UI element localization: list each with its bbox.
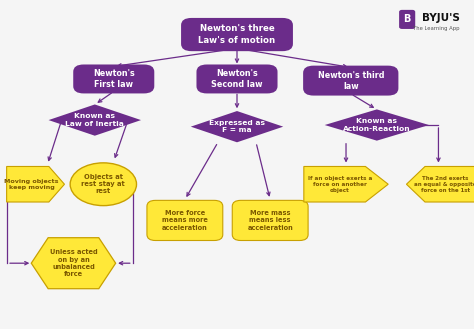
Text: BYJU'S: BYJU'S (422, 13, 460, 23)
Text: Newton's three
Law's of motion: Newton's three Law's of motion (199, 24, 275, 45)
Text: Newton's
First law: Newton's First law (93, 69, 135, 89)
Text: The 2nd exerts
an equal & opposite
force on the 1st: The 2nd exerts an equal & opposite force… (414, 176, 474, 192)
Polygon shape (325, 109, 429, 141)
Polygon shape (48, 105, 141, 136)
Text: Unless acted
on by an
unbalanced
force: Unless acted on by an unbalanced force (50, 249, 97, 277)
FancyBboxPatch shape (232, 200, 308, 240)
FancyBboxPatch shape (147, 200, 223, 240)
Text: The Learning App: The Learning App (413, 26, 460, 31)
Text: Newton's
Second law: Newton's Second law (211, 69, 263, 89)
Text: B: B (403, 14, 411, 24)
Text: Known as
Law of Inertia: Known as Law of Inertia (65, 113, 124, 127)
Text: Expressed as
F = ma: Expressed as F = ma (209, 120, 265, 134)
Polygon shape (407, 166, 474, 202)
Text: Moving objects
keep moving: Moving objects keep moving (4, 179, 59, 190)
Text: More mass
means less
acceleration: More mass means less acceleration (247, 210, 293, 231)
FancyBboxPatch shape (181, 18, 293, 51)
Ellipse shape (70, 163, 137, 206)
FancyBboxPatch shape (399, 10, 415, 29)
Text: Known as
Action-Reaction: Known as Action-Reaction (343, 118, 410, 132)
Text: If an object exerts a
force on another
object: If an object exerts a force on another o… (308, 176, 372, 192)
Polygon shape (191, 111, 283, 142)
Polygon shape (31, 238, 116, 289)
Text: More force
means more
acceleration: More force means more acceleration (162, 210, 208, 231)
Polygon shape (7, 166, 64, 202)
Text: Newton's third
law: Newton's third law (318, 70, 384, 91)
FancyBboxPatch shape (303, 65, 398, 95)
FancyBboxPatch shape (196, 64, 277, 93)
Text: Objects at
rest stay at
rest: Objects at rest stay at rest (82, 174, 125, 194)
Polygon shape (304, 166, 388, 202)
FancyBboxPatch shape (73, 64, 154, 93)
